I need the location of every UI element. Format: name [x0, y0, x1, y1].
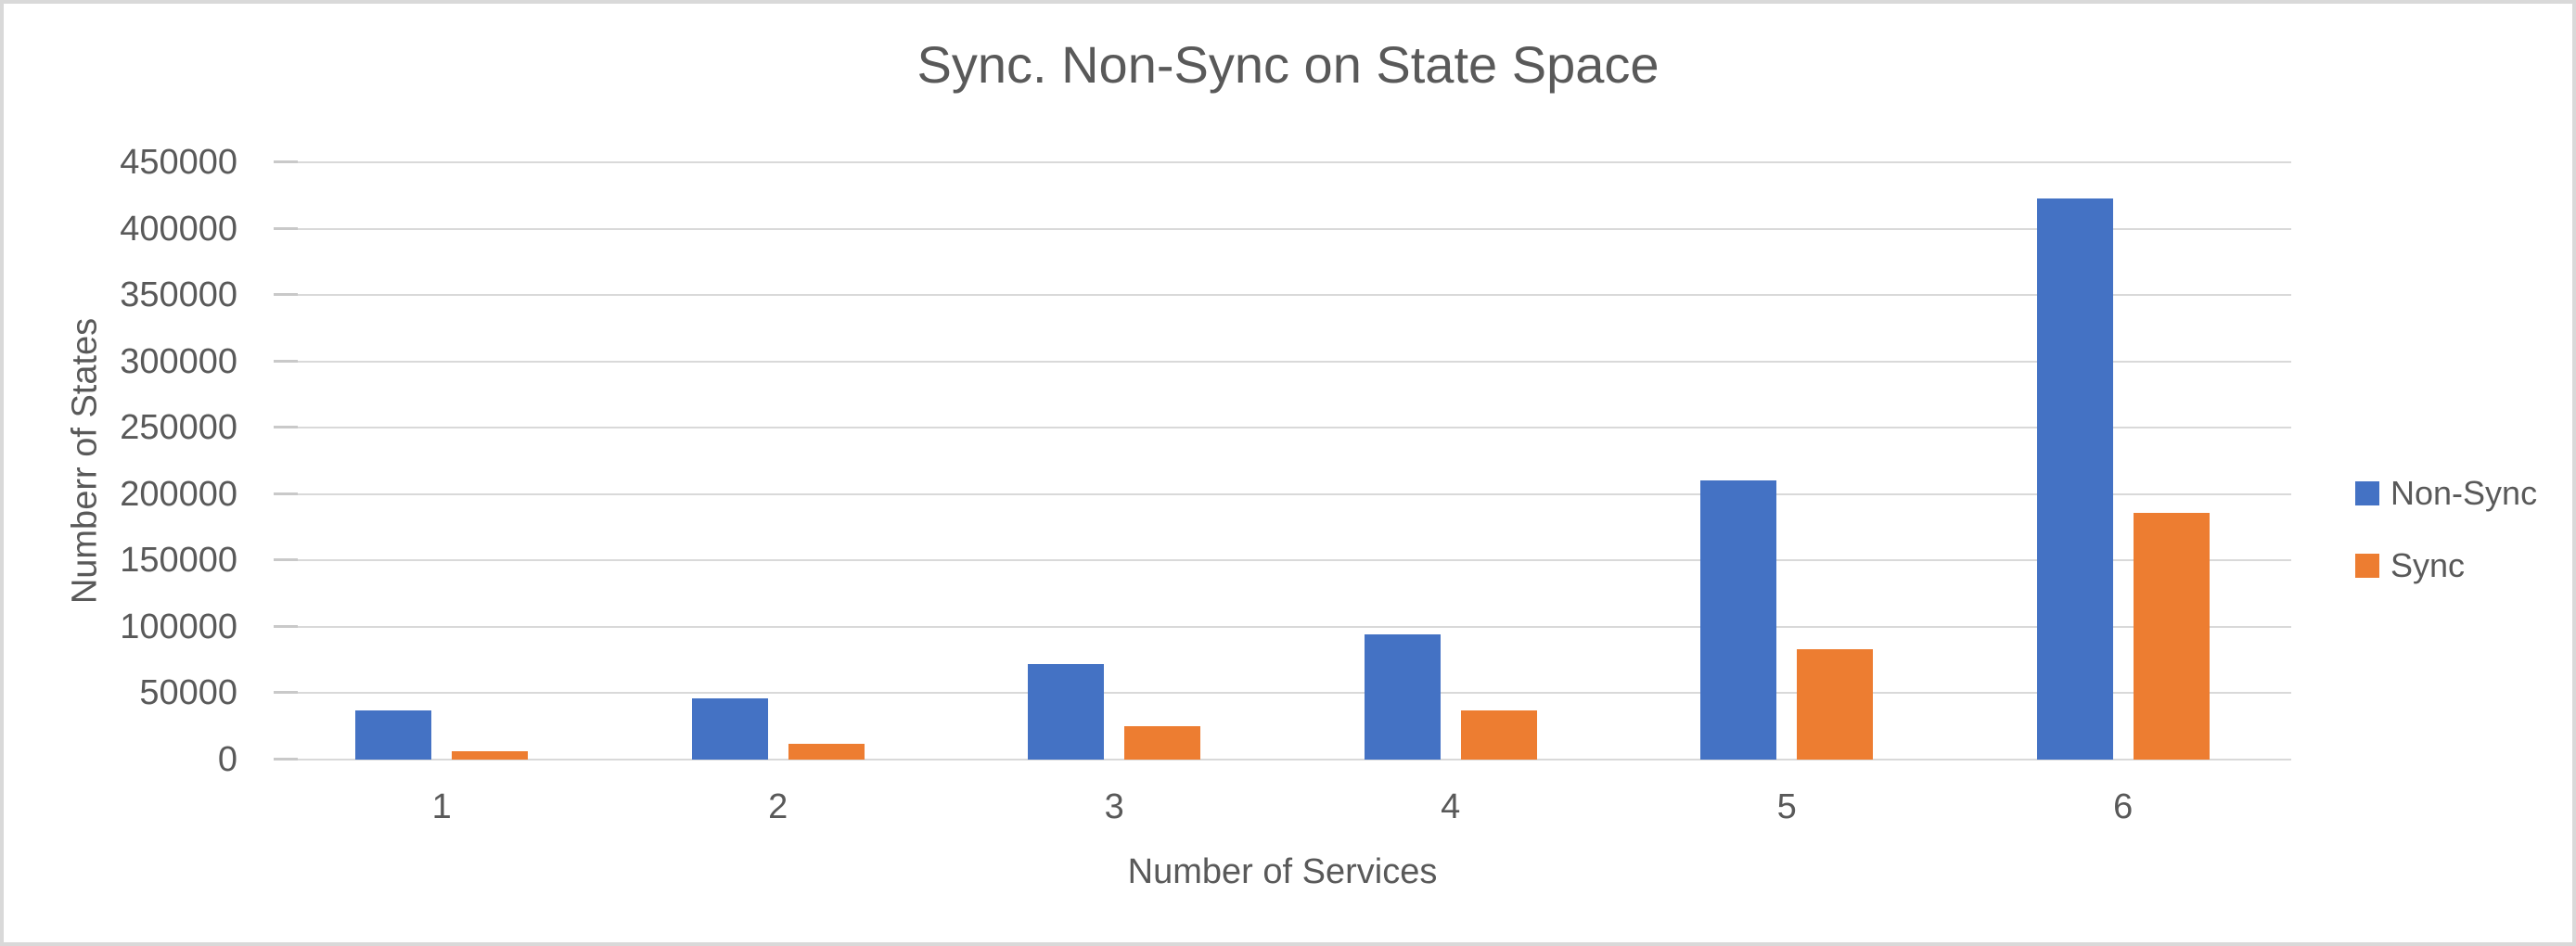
- legend-label-non-sync: Non-Sync: [2390, 474, 2538, 512]
- bar-non-sync-6: [2036, 198, 2113, 760]
- bar-non-sync-4: [1364, 634, 1441, 760]
- bar-sync-5: [1797, 649, 1874, 760]
- y-tick-mark: [274, 293, 298, 297]
- bar-sync-6: [2133, 512, 2210, 760]
- y-tick-label: 200000: [120, 474, 237, 514]
- y-tick-label: 250000: [120, 408, 237, 448]
- y-tick-label: 100000: [120, 607, 237, 646]
- y-tick-mark: [274, 558, 298, 562]
- bar-sync-4: [1460, 710, 1537, 760]
- legend-item-non-sync: Non-Sync: [2355, 473, 2537, 514]
- bar-non-sync-5: [1700, 480, 1777, 760]
- legend: Non-Sync Sync: [2355, 473, 2537, 618]
- y-tick-label: 0: [217, 740, 237, 779]
- bar-non-sync-2: [691, 698, 768, 760]
- y-tick-mark: [274, 758, 298, 761]
- gridline-150000: [274, 559, 2291, 562]
- bar-sync-2: [788, 743, 865, 760]
- y-tick-label: 400000: [120, 209, 237, 249]
- bar-non-sync-1: [355, 710, 432, 760]
- x-tick-label: 3: [1104, 787, 1124, 826]
- y-tick-mark: [274, 624, 298, 628]
- gridline-50000: [274, 692, 2291, 695]
- x-tick-label: 4: [1441, 787, 1461, 826]
- y-tick-label: 350000: [120, 275, 237, 315]
- plot-area: [274, 160, 2291, 761]
- gridline-0: [274, 759, 2291, 761]
- gridline-200000: [274, 492, 2291, 495]
- x-tick-label: 5: [1776, 787, 1797, 826]
- legend-swatch-non-sync: [2355, 481, 2379, 505]
- y-tick-mark: [274, 359, 298, 363]
- y-tick-label: 150000: [120, 541, 237, 581]
- gridline-300000: [274, 360, 2291, 363]
- y-tick-mark: [274, 226, 298, 230]
- x-tick-label: 2: [768, 787, 788, 826]
- legend-swatch-sync: [2355, 554, 2379, 578]
- chart-title: Sync. Non-Sync on State Space: [916, 35, 1660, 94]
- legend-item-sync: Sync: [2355, 545, 2537, 586]
- gridline-250000: [274, 427, 2291, 429]
- x-tick-label: 6: [2113, 787, 2134, 826]
- bar-non-sync-3: [1028, 663, 1105, 760]
- y-tick-mark: [274, 426, 298, 429]
- y-tick-label: 50000: [139, 673, 237, 713]
- y-tick-label: 450000: [120, 143, 237, 182]
- gridline-350000: [274, 294, 2291, 297]
- x-tick-label: 1: [431, 787, 452, 826]
- gridline-450000: [274, 161, 2291, 163]
- gridline-400000: [274, 227, 2291, 230]
- y-tick-mark: [274, 492, 298, 495]
- y-tick-mark: [274, 691, 298, 695]
- bar-sync-3: [1124, 726, 1201, 760]
- bar-sync-1: [452, 751, 529, 760]
- y-tick-mark: [274, 160, 298, 163]
- gridline-100000: [274, 625, 2291, 628]
- x-axis-title: Number of Services: [1127, 852, 1438, 891]
- y-tick-label: 300000: [120, 341, 237, 381]
- legend-label-sync: Sync: [2390, 546, 2466, 584]
